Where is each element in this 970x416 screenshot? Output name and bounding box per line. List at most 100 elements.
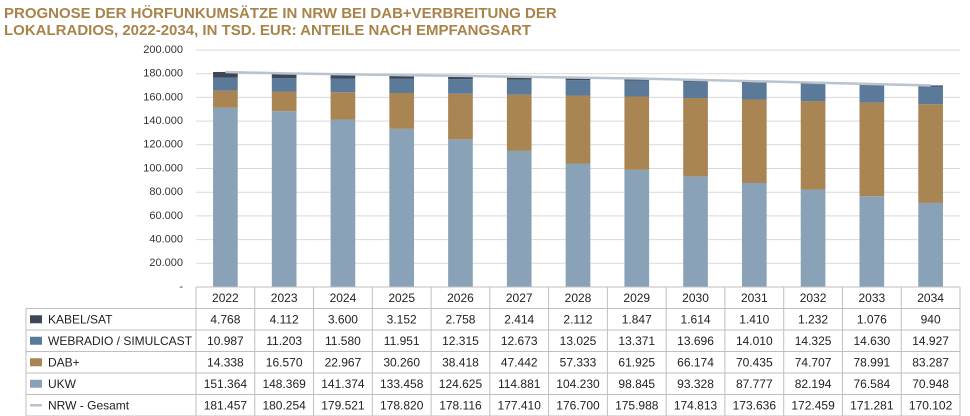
bar-segment [506, 76, 532, 80]
table-value: 170.102 [909, 398, 953, 412]
x-tick-label: 2030 [682, 291, 709, 305]
bar-segment [271, 111, 297, 287]
x-tick-label: 2027 [506, 291, 533, 305]
bar-segment [330, 92, 356, 120]
y-tick-label: 200.000 [143, 44, 183, 56]
legend-swatch [30, 315, 42, 324]
table-value: 2.758 [445, 312, 475, 326]
bar-segment [918, 104, 943, 203]
table-value: 13.696 [677, 334, 714, 348]
table-value: 3.152 [387, 312, 417, 326]
table-value: 172.459 [791, 398, 835, 412]
bar-segment [624, 169, 650, 287]
bar-segment [330, 74, 356, 79]
table-value: 93.328 [677, 377, 714, 391]
table-value: 14.338 [207, 355, 244, 369]
table-value: 1.410 [739, 312, 769, 326]
table-value: 83.287 [912, 355, 949, 369]
table-value: 11.580 [325, 334, 361, 348]
x-tick-label: 2033 [858, 291, 885, 305]
table-value: 2.414 [504, 312, 534, 326]
bar-segment [389, 75, 415, 79]
bar-segment [448, 79, 473, 94]
total-line [225, 70, 931, 87]
bar-segment [565, 80, 591, 96]
bar-segment [683, 97, 708, 177]
legend-label: WEBRADIO / SIMULCAST [48, 334, 193, 348]
bar-segment [506, 150, 532, 287]
table-value: 16.570 [266, 355, 303, 369]
y-tick-label: 80.000 [149, 186, 183, 198]
chart-title: LOKALRADIOS, 2022-2034, IN TSD. EUR: ANT… [4, 22, 531, 39]
chart-title: PROGNOSE DER HÖRFUNKUMSÄTZE IN NRW BEI D… [4, 5, 557, 22]
table-value: 114.881 [498, 377, 541, 391]
bar-segment [859, 196, 885, 287]
bar-segment [271, 73, 297, 79]
bar-segment [624, 96, 650, 170]
y-tick-label: 120.000 [143, 139, 183, 151]
bar-segment [448, 93, 473, 140]
y-tick-label: 60.000 [149, 210, 183, 222]
bar-segment [213, 107, 238, 287]
table-value: 151.364 [204, 377, 248, 391]
table-value: 178.820 [380, 398, 424, 412]
table-value: 87.777 [736, 377, 773, 391]
table-value: 179.521 [321, 398, 365, 412]
table-value: 57.333 [560, 355, 597, 369]
table-value: 14.010 [736, 334, 773, 348]
bar-segment [565, 163, 591, 287]
table-value: 176.700 [556, 398, 600, 412]
x-tick-label: 2029 [623, 291, 650, 305]
legend-swatch [30, 336, 42, 345]
bar-segment [741, 99, 767, 183]
bar-segment [330, 119, 356, 288]
table-value: 22.967 [325, 355, 362, 369]
table-value: 178.116 [439, 398, 482, 412]
bar-segment [918, 202, 943, 287]
bar-segment [918, 86, 943, 105]
bar-segment [506, 79, 532, 95]
table-value: 14.325 [795, 334, 832, 348]
table-value: 1.232 [798, 312, 828, 326]
legend-label: UKW [48, 377, 77, 391]
table-value: 174.813 [674, 398, 718, 412]
legend-swatch [30, 358, 42, 367]
bar-segment [271, 78, 297, 92]
legend-swatch [30, 379, 42, 388]
bar-segment [800, 189, 826, 287]
table-value: 30.260 [383, 355, 420, 369]
x-tick-label: 2025 [388, 291, 415, 305]
bar-segment [213, 71, 238, 78]
legend-label: NRW - Gesamt [48, 398, 130, 412]
x-tick-label: 2034 [917, 291, 944, 305]
bar-segment [741, 82, 767, 100]
table-value: 12.673 [501, 334, 538, 348]
bar-segment [213, 90, 238, 108]
y-tick-label: 20.000 [149, 257, 183, 269]
bar-segment [389, 128, 415, 287]
x-tick-label: 2032 [800, 291, 827, 305]
bar-segment [565, 77, 591, 81]
table-value: 181.457 [204, 398, 248, 412]
table-value: 66.174 [677, 355, 714, 369]
table-value: 74.707 [795, 355, 832, 369]
table-value: 13.371 [618, 334, 655, 348]
bar-segment [213, 77, 238, 91]
bar-segment [683, 81, 708, 98]
bar-segment [448, 139, 473, 287]
table-value: 78.991 [853, 355, 890, 369]
table-value: 171.281 [850, 398, 894, 412]
table-value: 124.625 [439, 377, 483, 391]
legend-label: DAB+ [48, 355, 80, 369]
x-tick-label: 2031 [741, 291, 768, 305]
table-value: 47.442 [501, 355, 538, 369]
table-value: 177.410 [498, 398, 542, 412]
table-value: 1.614 [681, 312, 711, 326]
bar-segment [506, 94, 532, 151]
table-value: 98.845 [618, 377, 655, 391]
table-value: 61.925 [618, 355, 655, 369]
x-tick-label: 2023 [271, 291, 298, 305]
bar-segment [389, 92, 415, 129]
table-value: 10.987 [207, 334, 244, 348]
table-value: 70.435 [736, 355, 773, 369]
